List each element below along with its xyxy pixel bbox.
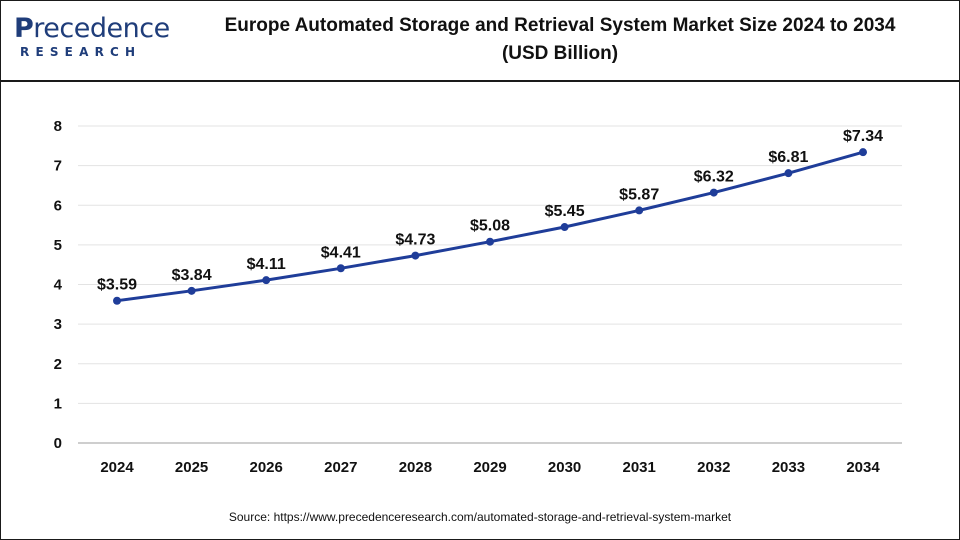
chart-title-line2: (USD Billion) bbox=[501, 43, 619, 64]
source-label: Source: bbox=[228, 510, 271, 524]
data-point bbox=[560, 223, 569, 232]
data-label: $6.81 bbox=[768, 149, 808, 166]
data-point bbox=[187, 286, 196, 295]
data-point bbox=[262, 276, 271, 285]
data-point bbox=[635, 206, 644, 215]
x-tick-label: 2033 bbox=[772, 459, 805, 476]
y-tick-label: 0 bbox=[54, 435, 62, 452]
brand-logo: Precedence RESEARCH bbox=[14, 14, 170, 64]
logo-wordmark: Precedence bbox=[14, 14, 170, 44]
source-note: Source: https://www.precedenceresearch.c… bbox=[0, 510, 960, 524]
x-tick-label: 2034 bbox=[846, 459, 880, 476]
data-point bbox=[784, 169, 793, 178]
x-tick-label: 2032 bbox=[697, 459, 730, 476]
data-label: $6.32 bbox=[694, 169, 734, 186]
data-point bbox=[709, 188, 718, 197]
x-tick-label: 2027 bbox=[324, 459, 357, 476]
logo-wordmark-rest: recedence bbox=[33, 13, 170, 44]
logo-initial: P bbox=[14, 13, 34, 44]
chart-title-line1: Europe Automated Storage and Retrieval S… bbox=[224, 15, 896, 36]
y-tick-label: 4 bbox=[54, 277, 63, 294]
y-tick-label: 5 bbox=[54, 237, 62, 254]
y-tick-label: 2 bbox=[54, 356, 62, 373]
x-tick-label: 2031 bbox=[623, 459, 656, 476]
data-label: $3.84 bbox=[172, 267, 212, 284]
y-tick-label: 1 bbox=[54, 395, 62, 412]
y-tick-label: 6 bbox=[54, 197, 62, 214]
data-label: $4.41 bbox=[321, 244, 361, 261]
data-label: $5.45 bbox=[545, 203, 585, 220]
data-label: $5.87 bbox=[619, 186, 659, 203]
data-point bbox=[411, 251, 420, 260]
line-chart: 0 1 2 3 4 5 6 7 8 2024 2025 2026 2027 2028 2029 2030 203… bbox=[54, 118, 902, 476]
data-point bbox=[336, 264, 345, 273]
y-tick-label: 3 bbox=[54, 316, 62, 333]
header-divider bbox=[0, 80, 960, 82]
data-point bbox=[486, 237, 494, 246]
x-tick-label: 2028 bbox=[399, 459, 432, 476]
y-tick-label: 8 bbox=[54, 118, 62, 135]
chart-title: Europe Automated Storage and Retrieval S… bbox=[180, 12, 940, 68]
data-point bbox=[113, 296, 121, 305]
x-tick-label: 2025 bbox=[175, 459, 208, 476]
data-label: $5.08 bbox=[470, 218, 510, 235]
data-label: $3.59 bbox=[97, 277, 137, 294]
source-url: https://www.precedenceresearch.com/autom… bbox=[273, 510, 732, 524]
x-tick-label: 2029 bbox=[473, 459, 506, 476]
header: Precedence RESEARCH Europe Automated Sto… bbox=[0, 0, 960, 82]
data-label: $4.73 bbox=[395, 232, 435, 249]
x-tick-label: 2024 bbox=[100, 459, 134, 476]
logo-subtitle: RESEARCH bbox=[20, 45, 142, 59]
y-tick-label: 7 bbox=[54, 158, 62, 175]
x-tick-label: 2026 bbox=[250, 459, 283, 476]
data-label: $4.11 bbox=[247, 256, 286, 273]
data-point bbox=[859, 148, 867, 157]
data-label: $7.34 bbox=[843, 128, 883, 145]
x-tick-label: 2030 bbox=[548, 459, 581, 476]
